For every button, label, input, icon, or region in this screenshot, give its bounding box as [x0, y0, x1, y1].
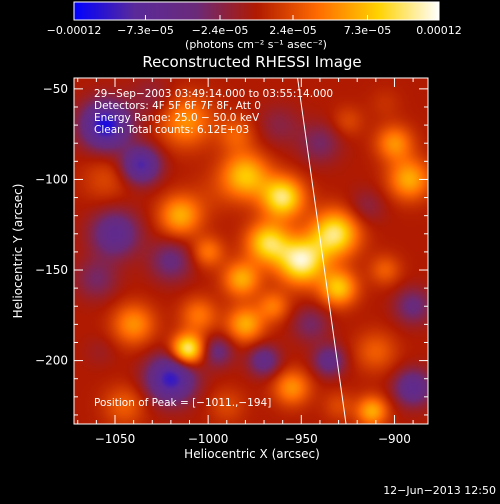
- x-tick-label: −950: [285, 432, 318, 446]
- y-tick-label: −50: [43, 82, 68, 96]
- x-tick-label: −900: [378, 432, 411, 446]
- chart-title: Reconstructed RHESSI Image: [142, 53, 361, 71]
- y-tick-label: −200: [35, 354, 68, 368]
- heatmap-image: [74, 78, 428, 424]
- annotation-detectors: Detectors: 4F 5F 6F 7F 8F, Att 0: [94, 100, 261, 112]
- solar-limb-line: [297, 78, 347, 424]
- x-axis-label: Heliocentric X (arcsec): [184, 447, 320, 461]
- colorbar: −0.00012 −7.3e−05 −2.4e−05 2.4e−05 7.3e−05 0.…: [47, 1, 462, 51]
- y-tick-label: −100: [35, 172, 68, 186]
- x-tick-label: −1000: [188, 432, 229, 446]
- colorbar-tick-label: −7.3e−05: [117, 24, 174, 37]
- y-axis: −50 −100 −150 −200: [35, 82, 428, 416]
- colorbar-tick-label: 0.00012: [416, 24, 462, 37]
- colorbar-gradient: [73, 1, 440, 21]
- y-axis-label: Heliocentric Y (arcsec): [11, 184, 25, 319]
- x-axis: −1050 −1000 −950 −900: [77, 78, 414, 446]
- plot-frame: [73, 77, 429, 425]
- y-tick-label: −150: [35, 263, 68, 277]
- colorbar-ticks: −0.00012 −7.3e−05 −2.4e−05 2.4e−05 7.3e−05 0.…: [47, 15, 462, 37]
- colorbar-tick-label: 2.4e−05: [269, 24, 316, 37]
- annotation-time-range: 29−Sep−2003 03:49:14.000 to 03:55:14.000: [94, 88, 333, 100]
- annotation-clean-counts: Clean Total counts: 6.12E+03: [94, 124, 249, 136]
- annotation-energy-range: Energy Range: 25.0 − 50.0 keV: [94, 112, 260, 124]
- colorbar-units: (photons cm⁻² s⁻¹ asec⁻²): [185, 38, 327, 51]
- colorbar-tick-label: −0.00012: [47, 24, 102, 37]
- x-tick-label: −1050: [95, 432, 136, 446]
- annotation-block: 29−Sep−2003 03:49:14.000 to 03:55:14.000…: [94, 88, 333, 136]
- footer-date: 12−Jun−2013 12:50: [383, 484, 496, 497]
- peak-position-label: Position of Peak = [−1011.,−194]: [94, 397, 271, 409]
- colorbar-tick-label: 7.3e−05: [344, 24, 391, 37]
- colorbar-tick-label: −2.4e−05: [192, 24, 249, 37]
- heatmap-raster: [74, 78, 428, 424]
